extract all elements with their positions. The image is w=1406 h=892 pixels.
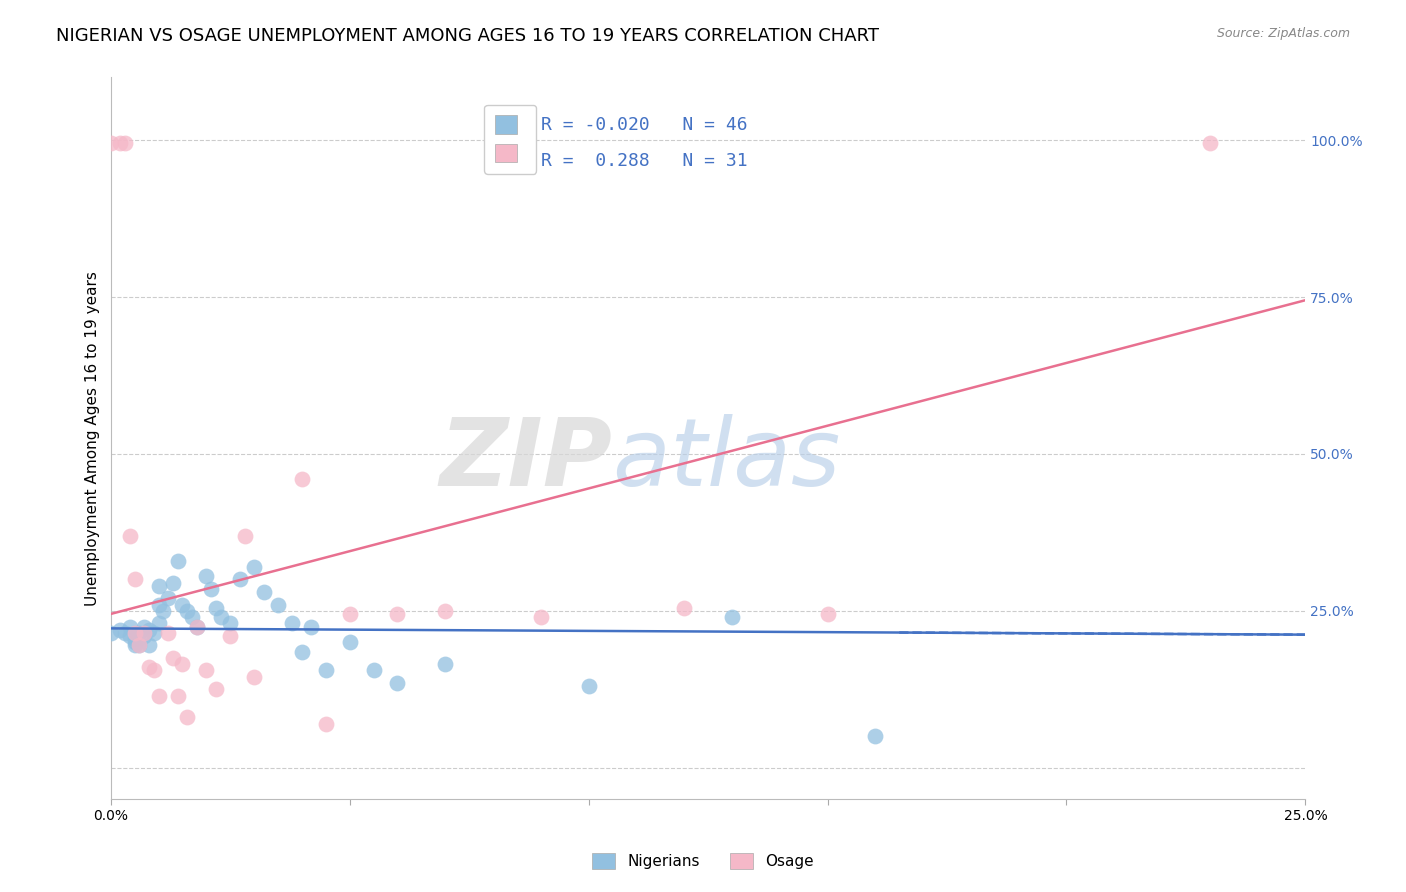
Legend: , : , <box>484 104 537 174</box>
Point <box>267 598 290 612</box>
Point <box>721 610 744 624</box>
Point <box>138 623 160 637</box>
Point <box>114 136 136 151</box>
Point <box>134 625 156 640</box>
Point <box>817 607 839 621</box>
Y-axis label: Unemployment Among Ages 16 to 19 years: Unemployment Among Ages 16 to 19 years <box>86 271 100 606</box>
Point <box>118 629 141 643</box>
Point <box>148 616 170 631</box>
Point <box>118 619 141 633</box>
Point <box>315 716 337 731</box>
Point <box>243 670 266 684</box>
Point <box>387 676 409 690</box>
Point <box>128 625 150 640</box>
Point <box>162 651 184 665</box>
Point <box>134 619 156 633</box>
Point <box>219 616 242 631</box>
Point <box>186 619 208 633</box>
Point <box>128 638 150 652</box>
Point <box>176 604 198 618</box>
Point <box>114 625 136 640</box>
Point <box>181 610 204 624</box>
Point <box>124 573 146 587</box>
Point <box>148 689 170 703</box>
Point <box>291 644 314 658</box>
Point <box>118 528 141 542</box>
Point <box>166 689 188 703</box>
Point <box>195 569 218 583</box>
Point <box>219 629 242 643</box>
Point <box>387 607 409 621</box>
Point <box>200 582 222 596</box>
Point <box>166 553 188 567</box>
Point <box>205 600 228 615</box>
Point <box>124 625 146 640</box>
Point <box>148 579 170 593</box>
Point <box>205 682 228 697</box>
Point <box>299 619 322 633</box>
Point <box>157 591 180 606</box>
Point <box>152 604 174 618</box>
Point <box>209 610 232 624</box>
Point <box>142 664 165 678</box>
Point <box>434 604 457 618</box>
Text: Source: ZipAtlas.com: Source: ZipAtlas.com <box>1216 27 1350 40</box>
Point <box>138 660 160 674</box>
Point <box>229 573 252 587</box>
Point <box>673 600 696 615</box>
Point <box>157 625 180 640</box>
Point <box>233 528 256 542</box>
Point <box>195 664 218 678</box>
Legend: Nigerians, Osage: Nigerians, Osage <box>586 847 820 875</box>
Text: ZIP: ZIP <box>440 414 613 506</box>
Point <box>339 607 361 621</box>
Point <box>578 679 600 693</box>
Point <box>253 585 276 599</box>
Point <box>172 598 194 612</box>
Point <box>363 664 385 678</box>
Point <box>124 632 146 646</box>
Point <box>110 136 132 151</box>
Point <box>865 729 887 743</box>
Point <box>100 136 122 151</box>
Text: atlas: atlas <box>613 415 841 506</box>
Point <box>315 664 337 678</box>
Point <box>124 635 146 649</box>
Point <box>172 657 194 672</box>
Point <box>142 625 165 640</box>
Point <box>148 598 170 612</box>
Point <box>124 638 146 652</box>
Point <box>134 629 156 643</box>
Point <box>128 638 150 652</box>
Text: R = -0.020   N = 46: R = -0.020 N = 46 <box>541 116 748 134</box>
Text: NIGERIAN VS OSAGE UNEMPLOYMENT AMONG AGES 16 TO 19 YEARS CORRELATION CHART: NIGERIAN VS OSAGE UNEMPLOYMENT AMONG AGE… <box>56 27 879 45</box>
Point <box>1198 136 1220 151</box>
Point <box>243 560 266 574</box>
Point <box>291 472 314 486</box>
Point <box>530 610 553 624</box>
Point <box>339 635 361 649</box>
Point <box>434 657 457 672</box>
Point <box>186 619 208 633</box>
Point <box>281 616 304 631</box>
Point <box>176 710 198 724</box>
Point <box>110 623 132 637</box>
Point <box>162 575 184 590</box>
Text: R =  0.288   N = 31: R = 0.288 N = 31 <box>541 152 748 169</box>
Point <box>138 638 160 652</box>
Point <box>100 625 122 640</box>
